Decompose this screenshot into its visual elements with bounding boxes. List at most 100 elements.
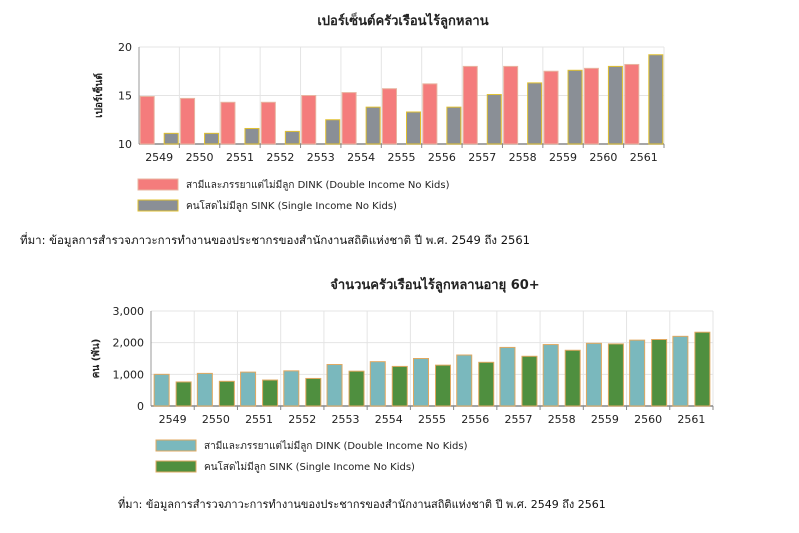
x-tick-label: 2555 <box>388 151 416 164</box>
bar-sink-2557 <box>486 94 502 145</box>
bar-sink-2559 <box>567 69 583 145</box>
legend-swatch-dink <box>137 178 179 191</box>
y-tick-label: 10 <box>118 138 132 151</box>
bar-sink-2555 <box>406 111 421 145</box>
bar-sink-2560 <box>607 65 623 145</box>
bar-sink-2552 <box>305 377 322 407</box>
x-tick-label: 2560 <box>589 151 617 164</box>
x-tick-label: 2561 <box>630 151 658 164</box>
x-tick-label: 2552 <box>266 151 294 164</box>
bar-sink-2560 <box>651 339 668 407</box>
bar-dink-2549 <box>153 373 170 407</box>
bar-sink-2556 <box>446 106 462 145</box>
legend-swatch-dink <box>155 439 197 452</box>
x-tick-label: 2551 <box>226 151 254 164</box>
x-tick-label: 2560 <box>634 413 662 426</box>
legend-label-sink: คนโสดไม่มีลูก SINK (Single Income No Kid… <box>186 199 397 212</box>
bar-sink-2557 <box>521 355 538 407</box>
bar-sink-2551 <box>262 379 279 407</box>
bar-sink-2552 <box>284 130 300 145</box>
bar-dink-2553 <box>326 364 343 407</box>
source-note-2: ที่มา: ข้อมูลการสำรวจภาวะการทำงานของประช… <box>118 498 606 511</box>
x-tick-label: 2550 <box>186 151 214 164</box>
legend-label-sink: คนโสดไม่มีลูก SINK (Single Income No Kid… <box>204 460 415 473</box>
bar-sink-2558 <box>564 349 581 407</box>
bar-sink-2558 <box>527 82 543 145</box>
legend-label-dink: สามีและภรรยาแต่ไม่มีลูก DINK (Double Inc… <box>204 440 468 452</box>
y-tick-label: 0 <box>137 400 144 413</box>
x-tick-label: 2558 <box>548 413 576 426</box>
bar-sink-2553 <box>325 119 341 145</box>
chart-title: เปอร์เซ็นต์ครัวเรือนไร้ลูกหลาน <box>317 11 488 29</box>
bar-dink-2561 <box>624 63 640 145</box>
x-tick-label: 2551 <box>245 413 273 426</box>
x-tick-label: 2557 <box>504 413 532 426</box>
bar-dink-2558 <box>503 65 519 145</box>
chart-title: จำนวนครัวเรือนไร้ลูกหลานอายุ 60+ <box>330 276 539 293</box>
bar-dink-2556 <box>456 354 473 407</box>
x-tick-label: 2554 <box>375 413 403 426</box>
bar-dink-2560 <box>583 67 599 145</box>
bar-dink-2551 <box>220 101 236 145</box>
bar-dink-2558 <box>542 344 559 407</box>
bar-sink-2559 <box>607 343 624 407</box>
bar-dink-2550 <box>196 372 213 407</box>
x-tick-label: 2559 <box>549 151 577 164</box>
bar-sink-2556 <box>478 361 495 407</box>
y-tick-label: 1,000 <box>113 368 145 381</box>
bar-dink-2560 <box>629 339 646 407</box>
bar-sink-2561 <box>694 331 711 407</box>
legend-label-dink: สามีและภรรยาแต่ไม่มีลูก DINK (Double Inc… <box>186 179 450 191</box>
bar-sink-2554 <box>391 365 408 407</box>
bar-sink-2549 <box>163 132 179 145</box>
x-tick-label: 2549 <box>145 151 173 164</box>
bar-dink-2552 <box>283 370 300 407</box>
bar-dink-2557 <box>462 65 478 145</box>
bar-dink-2555 <box>382 88 397 145</box>
y-tick-label: 3,000 <box>113 305 145 318</box>
bar-sink-2550 <box>218 380 235 407</box>
bar-sink-2555 <box>435 364 451 407</box>
x-tick-label: 2552 <box>288 413 316 426</box>
x-tick-label: 2561 <box>677 413 705 426</box>
x-tick-label: 2549 <box>159 413 187 426</box>
bar-dink-2559 <box>543 70 559 145</box>
legend-swatch-sink <box>155 460 197 473</box>
x-tick-label: 2553 <box>307 151 335 164</box>
bar-dink-2552 <box>260 101 276 145</box>
bar-sink-2551 <box>244 127 260 145</box>
x-tick-label: 2557 <box>468 151 496 164</box>
bar-dink-2561 <box>672 335 689 407</box>
bar-dink-2559 <box>585 342 602 407</box>
x-tick-label: 2559 <box>591 413 619 426</box>
x-tick-label: 2555 <box>418 413 446 426</box>
x-tick-label: 2558 <box>509 151 537 164</box>
bar-dink-2551 <box>240 371 257 407</box>
bar-dink-2549 <box>139 95 155 145</box>
y-tick-label: 15 <box>118 90 132 103</box>
bar-dink-2556 <box>422 83 438 145</box>
bar-sink-2561 <box>648 54 664 145</box>
bar-dink-2555 <box>413 358 429 407</box>
x-tick-label: 2556 <box>428 151 456 164</box>
percent-chart: เปอร์เซ็นต์ครัวเรือนไร้ลูกหลาน 10 15 20 เปอร… <box>91 11 665 212</box>
bar-dink-2557 <box>499 346 516 407</box>
source-note-1: ที่มา: ข้อมูลการสำรวจภาวะการทำงานของประช… <box>20 233 530 247</box>
x-tick-label: 2554 <box>347 151 375 164</box>
bar-sink-2549 <box>175 381 192 407</box>
count-chart: จำนวนครัวเรือนไร้ลูกหลานอายุ 60+ 0 1,000 2,… <box>90 276 714 473</box>
y-axis-label: เปอร์เซ็นต์ <box>91 73 105 118</box>
bar-dink-2553 <box>301 95 317 145</box>
legend-swatch-sink <box>137 199 179 212</box>
plot-area <box>151 311 713 406</box>
bar-dink-2550 <box>180 97 196 145</box>
bar-dink-2554 <box>369 361 386 407</box>
y-tick-label: 20 <box>118 41 132 54</box>
bar-dink-2554 <box>341 92 357 145</box>
bar-sink-2553 <box>348 370 365 407</box>
y-tick-label: 2,000 <box>113 337 145 350</box>
x-tick-label: 2553 <box>332 413 360 426</box>
y-axis-label: คน (พัน) <box>90 339 102 379</box>
bar-sink-2550 <box>204 132 220 145</box>
x-tick-label: 2556 <box>461 413 489 426</box>
